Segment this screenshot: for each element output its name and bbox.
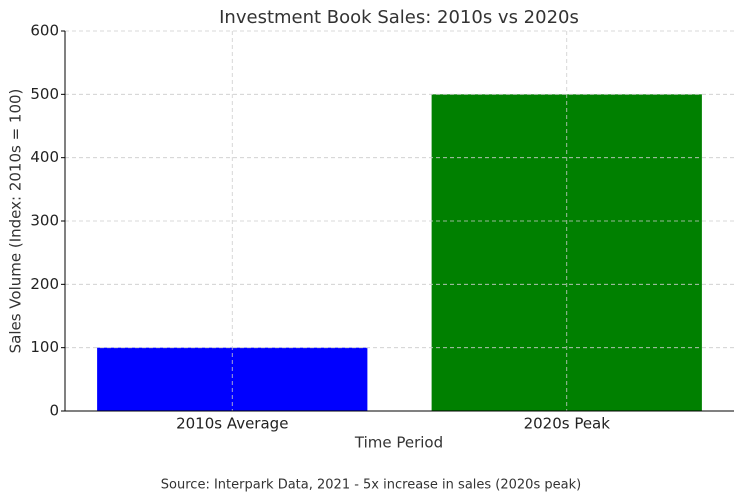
y-axis-label: Sales Volume (Index: 2010s = 100) bbox=[7, 89, 25, 354]
y-tick-label: 500 bbox=[30, 85, 59, 103]
bar bbox=[97, 347, 368, 411]
y-tick-label: 400 bbox=[30, 148, 59, 166]
x-tick-label: 2020s Peak bbox=[524, 415, 611, 433]
y-tick-label: 0 bbox=[49, 402, 59, 420]
x-tick-label: 2010s Average bbox=[176, 415, 288, 433]
y-tick-label: 600 bbox=[30, 22, 59, 40]
y-tick-label: 100 bbox=[30, 338, 59, 356]
x-axis-label: Time Period bbox=[354, 434, 443, 452]
y-tick-label: 300 bbox=[30, 212, 59, 230]
chart-title: Investment Book Sales: 2010s vs 2020s bbox=[219, 7, 579, 28]
footnote: Source: Interpark Data, 2021 - 5x increa… bbox=[161, 478, 581, 493]
y-tick-label: 200 bbox=[30, 275, 59, 293]
bar bbox=[431, 94, 702, 411]
